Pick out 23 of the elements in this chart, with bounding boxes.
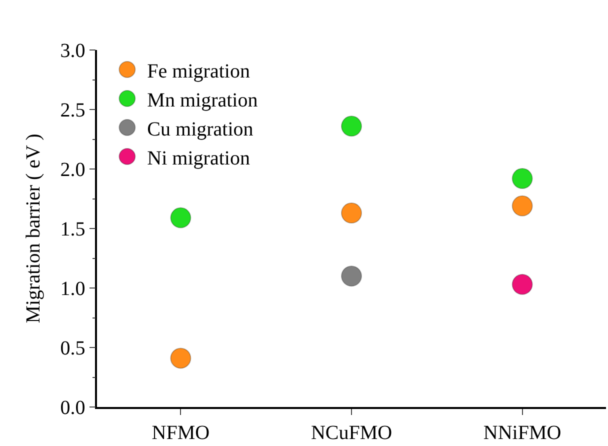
point	[341, 116, 362, 137]
y-tick-label: 1.5	[60, 218, 86, 240]
point	[170, 207, 192, 228]
y-axis-title: Migration barrier ( eV )	[22, 134, 44, 324]
y-tick-label: 2.0	[60, 159, 86, 181]
x-tick-label: NCuFMO	[310, 422, 392, 444]
point	[170, 348, 192, 369]
legend-label: Mn migration	[147, 89, 258, 112]
y-tick-label: 1.0	[60, 278, 86, 300]
x-tick-label: NFMO	[152, 422, 210, 444]
point	[341, 202, 362, 224]
y-tick-label: 2.5	[60, 100, 86, 122]
legend-label: Cu migration	[147, 118, 254, 140]
y-tick-label: 0.5	[60, 338, 86, 360]
point	[512, 274, 533, 295]
point	[512, 195, 533, 216]
legend-label: Ni migration	[147, 147, 250, 170]
y-tick-label: 0.0	[60, 397, 86, 419]
x-tick-label: NNiFMO	[483, 422, 562, 444]
legend-label: Fe migration	[147, 60, 250, 82]
y-tick-label: 3.0	[60, 40, 86, 62]
point	[512, 168, 533, 190]
point	[341, 266, 362, 287]
